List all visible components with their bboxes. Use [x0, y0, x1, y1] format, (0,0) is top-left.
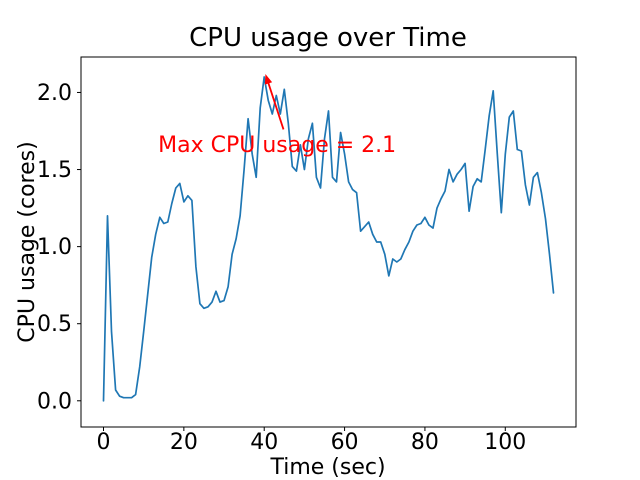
y-tick-label: 0.0	[37, 389, 72, 414]
annotation-arrow-line	[267, 81, 285, 130]
y-axis: 0.0 0.5 1.0 1.5 2.0	[37, 81, 81, 414]
y-tick-label: 1.0	[37, 235, 72, 260]
plot-area	[80, 56, 577, 428]
x-tick-label: 40	[250, 430, 278, 455]
x-axis: 0 20 40 60 80 100	[97, 427, 526, 455]
series-line	[102, 76, 555, 402]
x-tick-label: 100	[484, 430, 526, 455]
x-tick-label: 0	[97, 430, 111, 455]
x-tick-label: 60	[331, 430, 359, 455]
annotation-arrowhead-icon	[264, 73, 273, 85]
annotation: Max CPU usage = 2.1	[158, 73, 396, 158]
y-axis-label: CPU usage (cores)	[15, 141, 40, 342]
y-tick-label: 0.5	[37, 312, 72, 337]
x-axis-label: Time (sec)	[269, 455, 385, 480]
y-tick-label: 2.0	[37, 81, 72, 106]
chart-title: CPU usage over Time	[189, 23, 467, 53]
x-tick-label: 80	[411, 430, 439, 455]
y-tick-label: 1.5	[37, 158, 72, 183]
x-tick-label: 20	[170, 430, 198, 455]
annotation-text: Max CPU usage = 2.1	[158, 133, 396, 158]
